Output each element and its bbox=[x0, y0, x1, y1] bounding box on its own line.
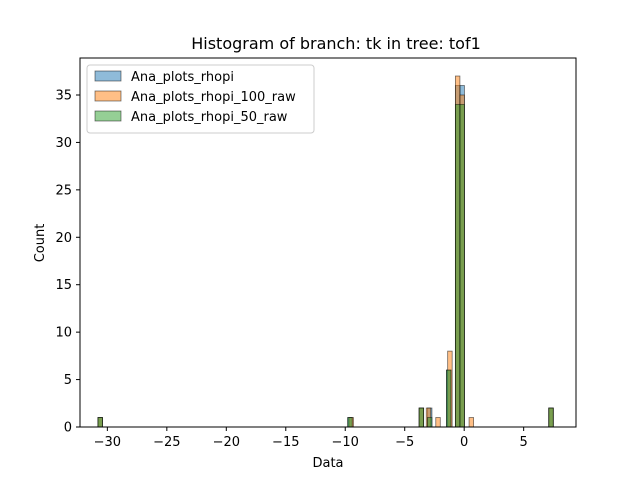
histogram-bar-series-1-bin-8 bbox=[468, 417, 474, 428]
histogram-bar-series-2-bin-7 bbox=[548, 407, 554, 428]
y-tick-label-7: 35 bbox=[55, 88, 72, 103]
chart-title: Histogram of branch: tk in tree: tof1 bbox=[191, 34, 481, 53]
ticks-layer: −30 −25 −20 −15 −10 −5 0 5 0 5 10 15 20 25 30 35 bbox=[55, 88, 527, 450]
x-tick-label-1: −25 bbox=[153, 435, 180, 450]
histogram-bar-series-2-bin-2 bbox=[418, 407, 425, 428]
x-axis-label: Data bbox=[312, 456, 343, 471]
x-tick-label-2: −20 bbox=[213, 435, 240, 450]
x-tick-label-3: −15 bbox=[272, 435, 299, 450]
histogram-bar-series-2-bin-5 bbox=[454, 104, 461, 428]
y-tick-label-1: 5 bbox=[64, 373, 72, 388]
legend: Ana_plots_rhopi Ana_plots_rhopi_100_raw An… bbox=[86, 64, 315, 134]
legend-swatch-2 bbox=[94, 110, 122, 122]
histogram-bar-series-2-bin-0 bbox=[97, 417, 103, 428]
y-tick-label-4: 20 bbox=[55, 231, 72, 246]
x-tick-label-6: 0 bbox=[460, 435, 468, 450]
y-axis-label: Count bbox=[33, 224, 48, 263]
x-tick-label-5: −5 bbox=[395, 435, 414, 450]
plot-area-frame bbox=[79, 57, 577, 428]
histogram-bar-series-2-bin-1 bbox=[347, 417, 353, 428]
legend-swatch-0 bbox=[94, 70, 122, 82]
y-tick-label-3: 15 bbox=[55, 278, 72, 293]
y-tick-label-5: 25 bbox=[55, 183, 72, 198]
y-tick-label-2: 10 bbox=[55, 326, 72, 341]
histogram-bar-series-2-bin-6 bbox=[459, 104, 465, 428]
y-tick-label-0: 0 bbox=[64, 421, 72, 436]
legend-label-2: Ana_plots_rhopi_50_raw bbox=[131, 110, 288, 125]
x-tick-label-0: −30 bbox=[94, 435, 121, 450]
x-tick-label-7: 5 bbox=[520, 435, 528, 450]
legend-box bbox=[86, 64, 315, 134]
legend-label-1: Ana_plots_rhopi_100_raw bbox=[131, 90, 296, 105]
histogram-bar-series-2-bin-4 bbox=[446, 369, 452, 428]
legend-swatch-1 bbox=[94, 90, 122, 102]
legend-label-0: Ana_plots_rhopi bbox=[131, 70, 234, 85]
histogram-bar-series-2-bin-3 bbox=[427, 417, 433, 428]
y-tick-label-6: 30 bbox=[55, 136, 72, 151]
x-tick-label-4: −10 bbox=[332, 435, 359, 450]
histogram-bar-series-1-bin-4 bbox=[435, 417, 441, 428]
